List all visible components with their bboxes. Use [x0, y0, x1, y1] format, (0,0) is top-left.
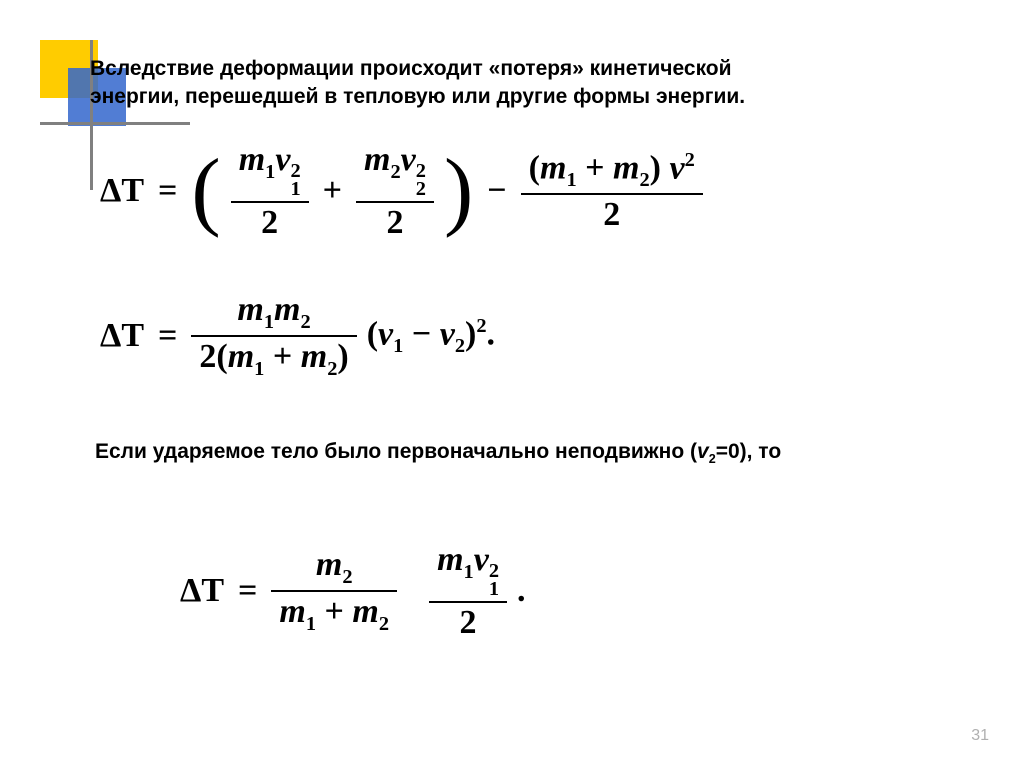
- mid-text: Если ударяемое тело было первоначально н…: [95, 440, 935, 466]
- f3-frac1: m2 m1 + m2: [271, 545, 397, 637]
- equals: =: [154, 317, 181, 355]
- f3-lhs: ΔT: [180, 572, 224, 610]
- intro-line2: энергии, перешедшей в тепловую или други…: [90, 85, 745, 108]
- intro-text: Вследствие деформации происходит «потеря…: [90, 55, 950, 112]
- lparen: (: [191, 156, 220, 226]
- plus: +: [319, 172, 346, 210]
- f1-term3: (m1 + m2) v2 2: [521, 148, 703, 235]
- equals: =: [234, 572, 261, 610]
- formula-2: ΔT = m1m2 2(m1 + m2) (v1 − v2)2.: [100, 290, 920, 382]
- f2-lhs: ΔT: [100, 317, 144, 355]
- f2-frac: m1m2 2(m1 + m2): [191, 290, 356, 382]
- f1-lhs: ΔT: [100, 172, 144, 210]
- formula-1: ΔT = ( m1v21 2 + m2v22 2 ) − (m1 + m2) v…: [100, 140, 920, 243]
- f1-term1: m1v21 2: [231, 140, 309, 243]
- f1-term2: m2v22 2: [356, 140, 434, 243]
- page-number: 31: [971, 727, 989, 745]
- intro-line1: Вследствие деформации происходит «потеря…: [90, 57, 732, 80]
- formula-3: ΔT = m2 m1 + m2 m1v21 2 .: [180, 540, 1000, 643]
- minus: −: [483, 172, 510, 210]
- f3-frac2: m1v21 2: [429, 540, 507, 643]
- equals: =: [154, 172, 181, 210]
- f2-tail: (v1 − v2)2.: [367, 315, 495, 358]
- rparen: ): [444, 156, 473, 226]
- h-line: [40, 122, 190, 125]
